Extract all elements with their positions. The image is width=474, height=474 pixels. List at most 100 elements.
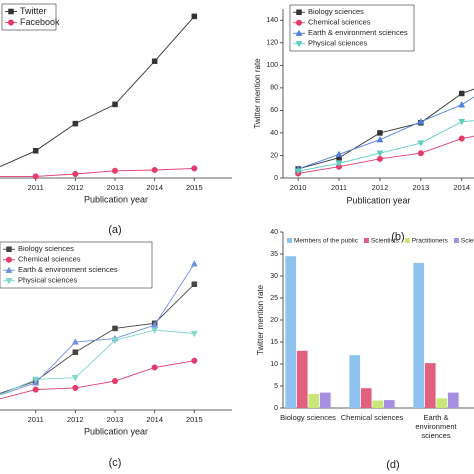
series-line xyxy=(0,167,195,177)
y-tick-label: 15 xyxy=(270,339,278,346)
marker xyxy=(377,130,383,136)
legend-label: Biology sciences xyxy=(308,7,364,16)
marker xyxy=(151,321,159,328)
caption: (b) xyxy=(391,231,404,243)
y-tick-label: 40 xyxy=(270,229,278,236)
bar xyxy=(424,363,436,408)
legend-swatch xyxy=(287,238,292,243)
x-tick-label: 2010 xyxy=(290,183,307,192)
x-tick-label: 2014 xyxy=(146,183,163,192)
caption: (d) xyxy=(386,459,399,471)
marker xyxy=(32,173,39,180)
x-tick-label: Chemical sciences xyxy=(340,413,404,422)
x-tick-label: 2015 xyxy=(186,415,203,424)
marker xyxy=(191,165,198,172)
x-tick-label: 2013 xyxy=(412,183,429,192)
marker xyxy=(458,90,465,97)
marker xyxy=(335,150,343,157)
marker xyxy=(72,120,79,127)
y-tick-label: 20 xyxy=(270,317,278,324)
marker xyxy=(376,150,384,157)
x-tick-label: 2011 xyxy=(28,415,44,424)
legend-label: Earth & environment sciences xyxy=(18,265,118,274)
y-tick-label: 60 xyxy=(270,107,278,114)
marker xyxy=(71,338,79,345)
bar xyxy=(360,388,372,408)
x-tick-label: 2014 xyxy=(146,415,163,424)
y-axis-label: Twitter mention rate xyxy=(253,58,262,129)
marker xyxy=(458,101,466,108)
marker xyxy=(151,364,158,371)
y-tick-label: 120 xyxy=(266,40,278,47)
series-line xyxy=(297,96,474,170)
x-tick-label-box: Chemical sciences xyxy=(340,413,404,422)
caption: (a) xyxy=(108,224,121,236)
marker xyxy=(417,150,424,157)
marker xyxy=(72,384,79,391)
legend-label: Physical sciences xyxy=(308,39,367,48)
series-line xyxy=(0,329,195,396)
legend-label: Practitioners xyxy=(412,238,449,245)
series-line xyxy=(298,120,474,172)
legend-box xyxy=(1,3,57,31)
series-line xyxy=(0,16,195,168)
y-axis-label: Twitter mention rate xyxy=(256,284,265,355)
marker xyxy=(296,9,302,15)
caption: (c) xyxy=(109,457,122,469)
x-tick-label: 2012 xyxy=(372,183,389,192)
legend-swatch xyxy=(363,238,369,243)
marker xyxy=(32,148,39,154)
legend-box xyxy=(289,4,415,52)
x-tick-label: 2011 xyxy=(331,183,347,192)
x-axis-label: Publication year xyxy=(346,195,410,205)
legend-label: Twitter xyxy=(20,6,47,16)
marker xyxy=(71,375,79,382)
bar xyxy=(296,350,308,408)
marker xyxy=(191,13,198,20)
legend-label: Scientists xyxy=(371,238,400,245)
series-line xyxy=(0,283,195,394)
y-tick-label: 100 xyxy=(266,62,278,69)
y-tick-label: 0 xyxy=(274,175,278,182)
x-tick-label: 2012 xyxy=(67,415,84,424)
y-tick-label: 10 xyxy=(270,361,278,368)
marker xyxy=(417,140,425,147)
marker xyxy=(295,19,303,26)
x-tick-label-box: Earth & environment sciences xyxy=(415,413,456,440)
marker xyxy=(8,8,14,15)
marker xyxy=(295,41,303,48)
marker xyxy=(72,349,79,355)
marker xyxy=(376,135,384,143)
marker xyxy=(151,58,158,64)
series-line xyxy=(0,263,195,396)
x-tick-label: 2012 xyxy=(67,183,84,192)
x-tick-label: 2011 xyxy=(28,183,44,192)
legend-label: Chemical sciences xyxy=(308,18,371,27)
bar xyxy=(413,262,425,408)
legend-label: Biology sciences xyxy=(18,244,74,253)
bar xyxy=(447,392,459,408)
bar xyxy=(383,400,395,408)
marker xyxy=(335,160,343,168)
legend-swatch xyxy=(404,238,410,243)
bar xyxy=(319,392,331,408)
y-tick-label: 80 xyxy=(270,85,278,92)
bar xyxy=(308,393,320,408)
bar xyxy=(285,256,297,408)
marker xyxy=(417,117,425,125)
marker xyxy=(5,278,13,285)
legend-label: Members of the public xyxy=(294,238,359,245)
x-axis-label: Publication year xyxy=(84,426,148,436)
bar xyxy=(372,400,384,408)
marker xyxy=(111,167,119,174)
marker xyxy=(72,170,79,178)
marker xyxy=(112,325,118,332)
y-tick-label: 30 xyxy=(270,273,278,280)
legend-label: Science communicators xyxy=(461,238,474,245)
marker xyxy=(191,357,198,364)
marker xyxy=(32,376,40,384)
y-tick-label: 20 xyxy=(270,152,278,159)
bar xyxy=(349,355,361,408)
x-tick-label: 2013 xyxy=(107,415,124,424)
